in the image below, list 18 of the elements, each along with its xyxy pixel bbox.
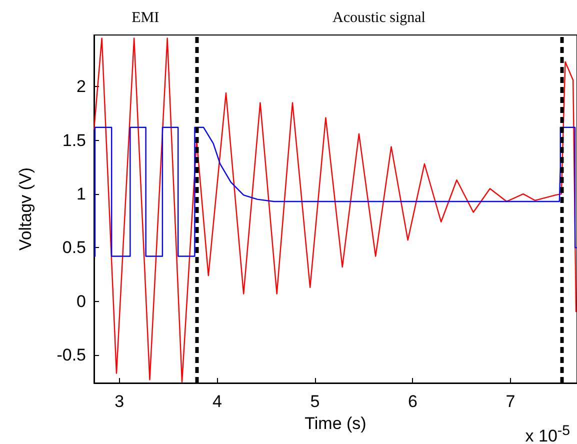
- y-tick-label: 0: [76, 292, 86, 311]
- y-tick-label: 0.5: [62, 238, 86, 258]
- text: EMI: [132, 10, 160, 26]
- line-series: [93, 38, 577, 383]
- y-tick-label: 1: [76, 184, 86, 204]
- y-tick-label: 2: [76, 77, 86, 96]
- text: Acoustic signal: [332, 10, 426, 26]
- x-tick-label: 4: [212, 392, 222, 411]
- y-tick-label: 1.5: [62, 130, 86, 150]
- text: x 10$^{-5}$: [525, 422, 570, 444]
- x-tick-label: 5: [310, 392, 320, 411]
- y-axis-title: Voltagv (V): [16, 167, 35, 251]
- line-series: [93, 126, 577, 257]
- x-tick-label: 3: [114, 392, 124, 411]
- y-tick-label: -0.5: [56, 346, 86, 365]
- x-tick-label: 7: [506, 392, 516, 411]
- x-tick-label: 6: [408, 392, 418, 411]
- x-axis-title: Time (s): [304, 414, 366, 433]
